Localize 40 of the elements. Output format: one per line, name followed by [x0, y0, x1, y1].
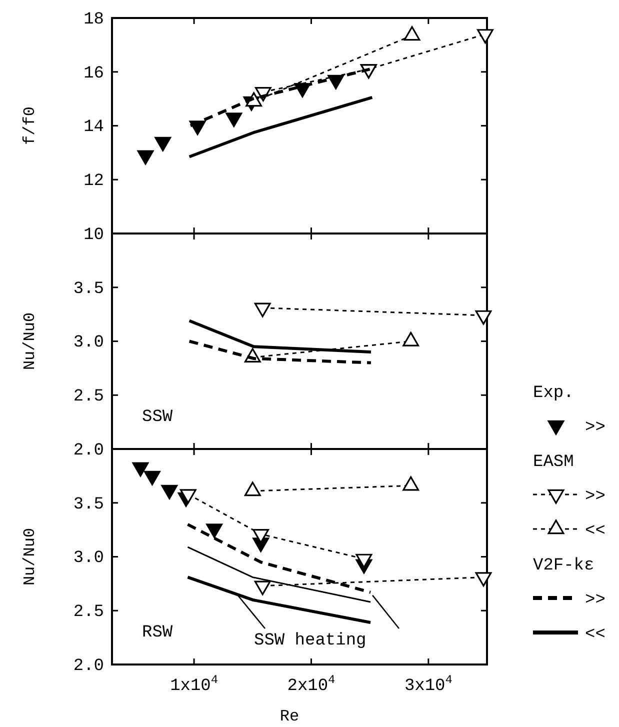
- point: [226, 112, 242, 128]
- text: Exp.: [533, 384, 574, 403]
- annotation: RSW: [142, 624, 174, 642]
- text: V2F-kε: [533, 556, 594, 576]
- y-tick-label: 16: [84, 64, 104, 84]
- point: [206, 524, 223, 538]
- legend-label: <<: [585, 626, 606, 644]
- y-axis-title: Nu/Nu0: [21, 528, 39, 586]
- y-tick-label: 10: [84, 226, 104, 245]
- legend-label: >>: [585, 488, 606, 506]
- point: [180, 489, 196, 504]
- y-tick-label: 12: [84, 172, 104, 192]
- y-tick-label: 3.0: [73, 334, 104, 353]
- legend-label: >>: [585, 591, 606, 610]
- y-tick-label: 2.5: [73, 603, 104, 622]
- y-tick-label: 14: [84, 118, 104, 138]
- y-tick-label: 3.5: [73, 280, 104, 299]
- point: [477, 29, 494, 44]
- point: [137, 150, 154, 165]
- x-tick-label: 3x10$^{4}$: [404, 672, 452, 696]
- y-tick-label: 2.0: [73, 656, 104, 676]
- point: [161, 484, 178, 500]
- legend-label: >>: [585, 418, 606, 438]
- point: [154, 136, 172, 152]
- annotation: SSW: [142, 408, 174, 427]
- y-tick-label: 3.0: [73, 549, 104, 568]
- point: [144, 470, 160, 486]
- y-tick-label: 2.0: [73, 441, 104, 460]
- y-tick-label: 3.5: [73, 495, 104, 514]
- y-tick-label: 18: [84, 10, 104, 30]
- annotation: SSW heating: [254, 632, 366, 650]
- y-axis-title: Nu/Nu0: [21, 312, 39, 370]
- x-axis-title: Re: [280, 708, 300, 726]
- y-axis-title: f/f0: [21, 106, 39, 145]
- legend-label: <<: [585, 522, 606, 541]
- x-tick-label: 1x10$^{4}$: [170, 672, 218, 696]
- point: [132, 462, 149, 477]
- text: EASM: [533, 453, 574, 472]
- x-tick-label: 2x10$^{4}$: [287, 672, 336, 696]
- y-tick-label: 2.5: [73, 388, 104, 407]
